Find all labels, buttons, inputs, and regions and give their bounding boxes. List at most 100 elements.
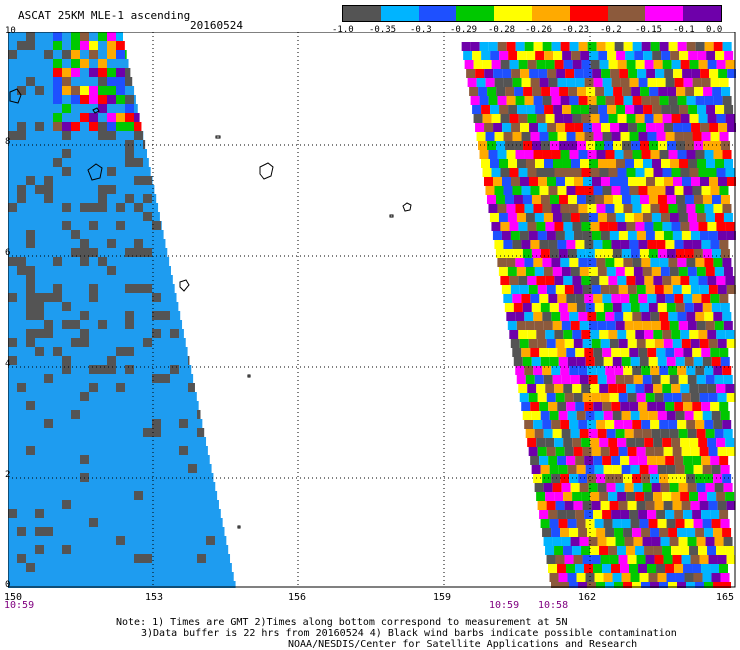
swath-cell <box>653 276 663 285</box>
swath-cell <box>656 564 666 573</box>
swath-cell <box>644 168 654 177</box>
swath-cell <box>17 509 26 518</box>
swath-cell <box>215 545 224 554</box>
swath-cell <box>17 329 26 338</box>
swath-cell <box>563 60 573 69</box>
swath-cell <box>720 519 730 528</box>
swath-cell <box>609 339 619 348</box>
swath-cell <box>17 284 26 293</box>
swath-cell <box>621 303 631 312</box>
swath-cell <box>545 114 555 123</box>
swath-cell <box>666 465 676 474</box>
swath-cell <box>609 447 619 456</box>
swath-cell <box>555 501 565 510</box>
swath-cell <box>558 519 568 528</box>
swath-cell <box>611 348 621 357</box>
swath-cell <box>666 411 676 420</box>
swath-cell <box>530 186 540 195</box>
swath-cell <box>611 294 621 303</box>
swath-cell <box>559 141 569 150</box>
swath-cell <box>98 509 107 518</box>
swath-cell <box>8 185 17 194</box>
swath-cell <box>71 365 80 374</box>
swath-cell <box>678 267 688 276</box>
swath-cell <box>680 384 690 393</box>
swath-cell <box>35 194 44 203</box>
swath-cell <box>722 150 732 159</box>
swath-cell <box>620 240 630 249</box>
swath-cell <box>17 140 26 149</box>
swath-cell <box>500 114 510 123</box>
swath-cell <box>521 294 531 303</box>
swath-cell <box>549 195 559 204</box>
swath-cell <box>62 545 71 554</box>
swath-cell <box>705 483 715 492</box>
swath-cell <box>17 383 26 392</box>
swath-cell <box>80 185 89 194</box>
swath-cell <box>107 32 116 41</box>
swath-cell <box>53 284 62 293</box>
swath-cell <box>630 465 640 474</box>
swath-cell <box>134 122 142 131</box>
swath-cell <box>683 294 693 303</box>
swath-cell <box>553 159 563 168</box>
swath-cell <box>215 500 219 509</box>
swath-cell <box>621 357 631 366</box>
swath-cell <box>611 240 621 249</box>
swath-cell <box>26 284 35 293</box>
swath-cell <box>611 132 621 141</box>
swath-cell <box>659 42 669 51</box>
swath-cell <box>62 203 71 212</box>
swath-cell <box>668 96 678 105</box>
swath-cell <box>518 60 528 69</box>
swath-cell <box>533 258 543 267</box>
swath-cell <box>71 491 80 500</box>
swath-cell <box>44 329 53 338</box>
swath-cell <box>98 32 107 41</box>
swath-cell <box>600 339 610 348</box>
swath-cell <box>188 437 197 446</box>
swath-cell <box>89 239 98 248</box>
swath-cell <box>152 419 161 428</box>
swath-cell <box>161 320 170 329</box>
swath-cell <box>609 555 619 564</box>
swath-cell <box>690 555 700 564</box>
swath-cell <box>89 536 98 545</box>
swath-cell <box>618 339 628 348</box>
swath-cell <box>98 68 107 77</box>
swath-cell <box>98 167 107 176</box>
swath-cell <box>17 392 26 401</box>
swath-cell <box>44 194 53 203</box>
swath-cell <box>44 59 53 68</box>
swath-cell <box>134 338 143 347</box>
swath-cell <box>514 87 524 96</box>
swath-cell <box>179 428 188 437</box>
swath-cell <box>26 239 35 248</box>
swath-cell <box>611 564 621 573</box>
swath-cell <box>479 150 489 159</box>
swath-cell <box>575 240 585 249</box>
swath-cell <box>597 375 607 384</box>
swath-cell <box>26 185 35 194</box>
swath-cell <box>542 96 552 105</box>
swath-cell <box>687 483 697 492</box>
swath-cell <box>541 141 551 150</box>
swath-cell <box>669 213 679 222</box>
swath-cell <box>657 249 667 258</box>
swath-cell <box>35 77 44 86</box>
swath-cell <box>143 329 152 338</box>
swath-cell <box>650 150 660 159</box>
swath-cell <box>672 501 682 510</box>
swath-cell <box>642 375 652 384</box>
swath-cell <box>98 419 107 428</box>
swath-cell <box>125 365 134 374</box>
swath-cell <box>551 528 561 537</box>
swath-cell <box>651 537 661 546</box>
swath-cell <box>587 582 597 588</box>
swath-cell <box>627 231 637 240</box>
swath-cell <box>694 141 704 150</box>
swath-cell <box>206 545 215 554</box>
swath-cell <box>134 320 143 329</box>
swath-cell <box>35 248 44 257</box>
swath-cell <box>551 420 561 429</box>
